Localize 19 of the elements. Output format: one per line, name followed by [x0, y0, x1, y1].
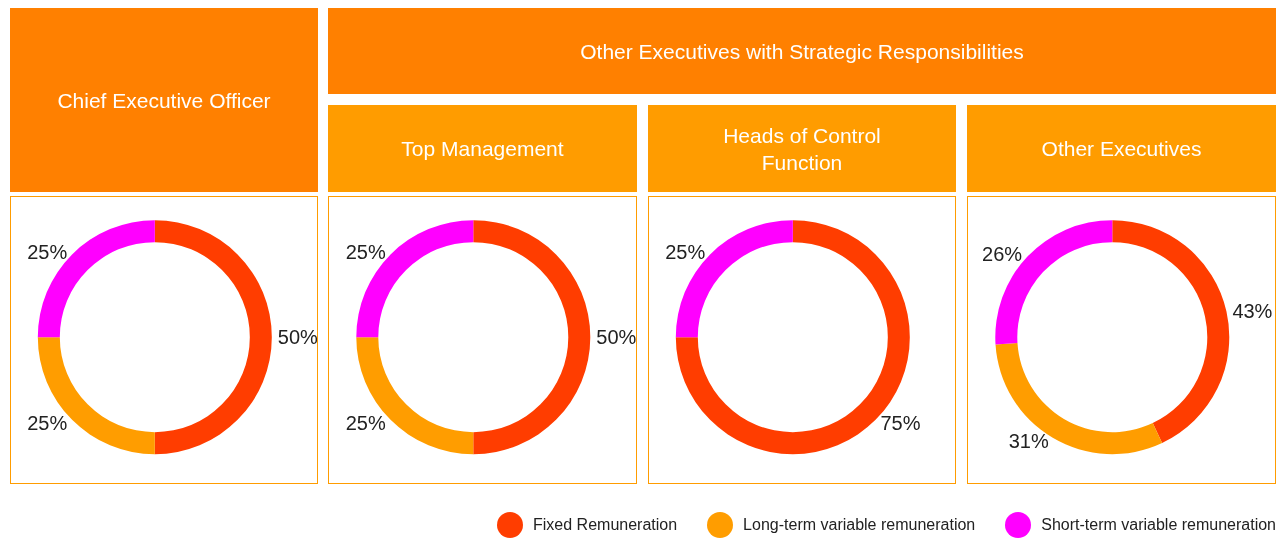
legend-label: Fixed Remuneration — [533, 516, 678, 534]
chart-title: Chief Executive Officer — [57, 87, 271, 114]
chart-title: Other Executives — [1041, 136, 1202, 162]
data-label: 25% — [345, 411, 386, 434]
legend-label: Long-term variable remuneration — [743, 516, 976, 534]
chart-title: Top Management — [401, 136, 564, 162]
text: Other Executives with Strategic Responsibilities — [580, 38, 1024, 65]
data-label: 43% — [1232, 299, 1273, 322]
data-label: 50% — [596, 326, 637, 349]
data-label: 50% — [277, 326, 319, 349]
data-label: 25% — [345, 240, 386, 263]
legend-label: Short-term variable remuneration — [1041, 516, 1276, 534]
data-label: 75% — [880, 411, 921, 434]
data-label: 25% — [27, 240, 68, 263]
data-label: 26% — [982, 243, 1023, 266]
data-label: 25% — [27, 411, 68, 434]
chart-title: Heads of Control Function — [722, 122, 882, 176]
data-label: 25% — [665, 240, 706, 263]
data-label: 31% — [1008, 430, 1049, 453]
